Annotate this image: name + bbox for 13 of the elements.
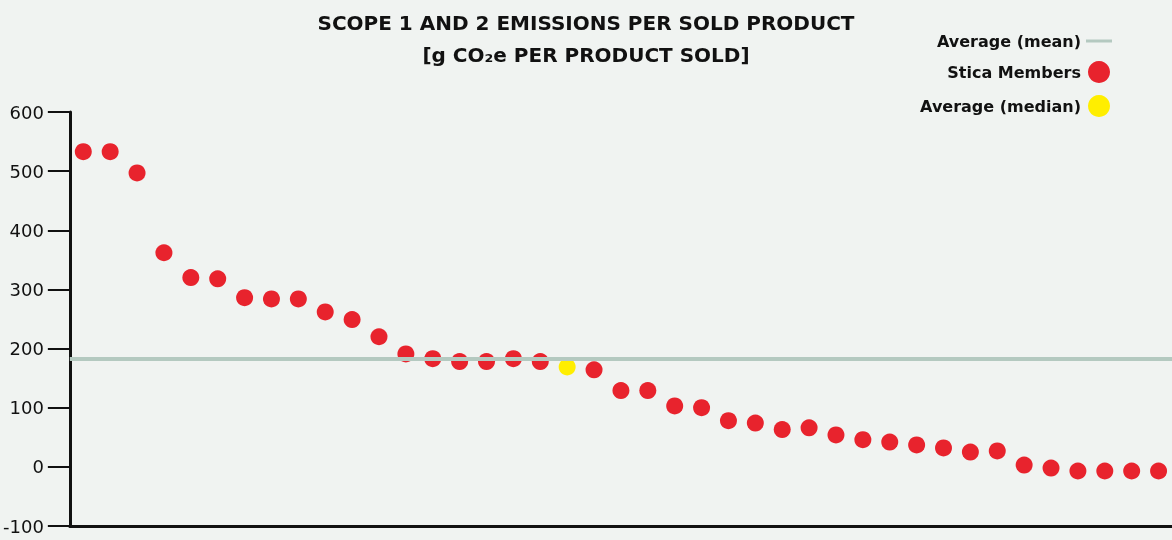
chart-title: SCOPE 1 AND 2 EMISSIONS PER SOLD PRODUCT	[317, 11, 855, 35]
y-tick-label: -100	[2, 515, 44, 537]
y-tick-label: 100	[9, 397, 44, 419]
y-tick-label: 600	[9, 101, 44, 123]
y-tick-label: 300	[9, 278, 44, 300]
y-tick-label: 0	[32, 456, 44, 478]
legend-label: Stica Members	[947, 62, 1081, 82]
y-tick-label: 500	[9, 160, 44, 182]
legend-label: Average (median)	[920, 96, 1081, 116]
legend-label: Average (mean)	[937, 31, 1081, 51]
chart-subtitle: [g CO₂e PER PRODUCT SOLD]	[422, 43, 750, 67]
y-tick-label: 200	[9, 338, 44, 360]
y-tick-label: 400	[9, 219, 44, 241]
